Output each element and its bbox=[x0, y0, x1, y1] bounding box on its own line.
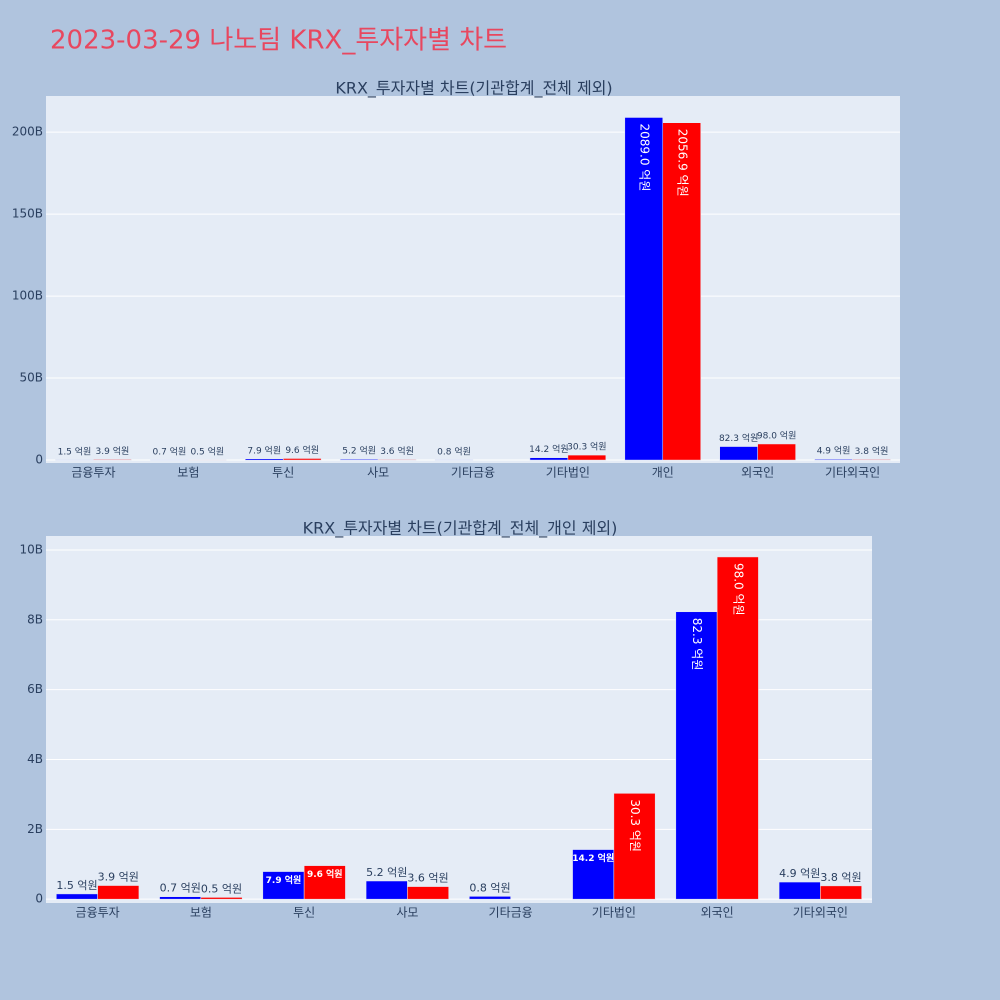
x-tick-label: 사모 bbox=[367, 466, 389, 480]
bar bbox=[778, 881, 821, 900]
value-label: 4.9 억원 bbox=[817, 445, 851, 457]
bar bbox=[377, 459, 417, 461]
x-tick-label: 외국인 bbox=[701, 906, 734, 920]
bar bbox=[303, 865, 346, 900]
bar bbox=[675, 611, 718, 900]
y-tick-label: 0 bbox=[35, 892, 43, 906]
value-label: 3.8 억원 bbox=[855, 445, 889, 457]
value-label: 9.6 억원 bbox=[307, 868, 343, 880]
value-label: 4.9 억원 bbox=[779, 867, 820, 880]
value-label: 0.5 억원 bbox=[190, 445, 224, 457]
value-label: 98.0 억원 bbox=[731, 563, 745, 616]
x-tick-label: 외국인 bbox=[741, 466, 774, 480]
value-label: 30.3 억원 bbox=[567, 441, 606, 453]
value-label: 3.9 억원 bbox=[98, 871, 139, 884]
x-tick-label: 기타법인 bbox=[592, 906, 636, 920]
value-label: 0.7 억원 bbox=[152, 445, 186, 457]
bar bbox=[407, 886, 449, 900]
value-label: 3.8 억원 bbox=[820, 871, 861, 884]
page-title: 2023-03-29 나노팀 KRX_투자자별 차트 bbox=[50, 26, 507, 56]
bar bbox=[97, 885, 140, 900]
value-label: 5.2 억원 bbox=[366, 866, 407, 879]
bar bbox=[814, 458, 853, 461]
bar bbox=[339, 458, 379, 461]
value-label: 98.0 억원 bbox=[757, 429, 796, 441]
value-label: 1.5 억원 bbox=[58, 445, 92, 457]
bar bbox=[820, 885, 862, 900]
bar bbox=[624, 117, 664, 461]
value-label: 0.7 억원 bbox=[160, 882, 201, 895]
value-label: 82.3 억원 bbox=[690, 618, 704, 671]
bar bbox=[719, 446, 758, 461]
value-label: 7.9 억원 bbox=[247, 444, 281, 456]
bar bbox=[529, 457, 569, 461]
y-tick-label: 8B bbox=[27, 612, 43, 626]
chart-title: KRX_투자자별 차트(기관합계_전체 제외) bbox=[335, 79, 612, 99]
x-tick-label: 사모 bbox=[396, 906, 418, 920]
bar bbox=[262, 871, 305, 900]
bar bbox=[365, 880, 408, 900]
bar bbox=[93, 459, 132, 461]
y-tick-label: 6B bbox=[27, 682, 43, 696]
bar bbox=[662, 122, 701, 461]
bar bbox=[56, 893, 98, 900]
value-label: 9.6 억원 bbox=[285, 444, 319, 456]
value-label: 14.2 억원 bbox=[529, 443, 568, 455]
x-tick-label: 보험 bbox=[190, 906, 212, 920]
bar bbox=[852, 459, 891, 461]
x-tick-label: 투신 bbox=[272, 466, 294, 480]
y-tick-label: 150B bbox=[12, 207, 43, 221]
bar bbox=[469, 896, 511, 900]
y-tick-label: 4B bbox=[27, 752, 43, 766]
x-tick-label: 기타법인 bbox=[546, 466, 590, 480]
value-label: 7.9 억원 bbox=[266, 874, 302, 886]
value-label: 0.5 억원 bbox=[201, 882, 242, 895]
chart-title: KRX_투자자별 차트(기관합계_전체_개인 제외) bbox=[303, 519, 618, 539]
value-label: 0.8 억원 bbox=[437, 445, 471, 457]
value-label: 3.6 억원 bbox=[380, 445, 414, 457]
value-label: 2089.0 억원 bbox=[637, 123, 651, 191]
y-tick-label: 0 bbox=[35, 453, 43, 467]
bar bbox=[282, 458, 322, 461]
y-tick-label: 100B bbox=[12, 289, 43, 303]
y-tick-label: 2B bbox=[27, 822, 43, 836]
bar bbox=[567, 454, 607, 461]
x-tick-label: 기타외국인 bbox=[793, 906, 848, 920]
value-label: 30.3 억원 bbox=[628, 799, 642, 852]
x-tick-label: 투신 bbox=[293, 906, 315, 920]
x-tick-label: 기타금융 bbox=[451, 466, 495, 480]
bar bbox=[613, 793, 656, 900]
x-tick-label: 금융투자 bbox=[76, 906, 120, 920]
x-tick-label: 개인 bbox=[652, 466, 674, 480]
bar bbox=[757, 443, 796, 461]
value-label: 5.2 억원 bbox=[342, 445, 376, 457]
plot-area bbox=[46, 96, 900, 463]
value-label: 1.5 억원 bbox=[56, 879, 97, 892]
x-tick-label: 기타외국인 bbox=[825, 466, 880, 480]
bar bbox=[716, 556, 759, 900]
value-label: 82.3 억원 bbox=[719, 432, 758, 444]
value-label: 3.6 억원 bbox=[407, 872, 448, 885]
value-label: 2056.9 억원 bbox=[675, 129, 689, 197]
bar bbox=[245, 458, 284, 461]
y-tick-label: 50B bbox=[19, 371, 43, 385]
value-label: 14.2 억원 bbox=[572, 852, 614, 864]
bar bbox=[159, 896, 202, 900]
y-tick-label: 10B bbox=[19, 542, 43, 556]
y-tick-label: 200B bbox=[12, 125, 43, 139]
x-tick-label: 기타금융 bbox=[489, 906, 533, 920]
x-tick-label: 금융투자 bbox=[71, 466, 115, 480]
bar bbox=[200, 897, 243, 900]
value-label: 0.8 억원 bbox=[469, 881, 510, 894]
value-label: 3.9 억원 bbox=[96, 445, 130, 457]
x-tick-label: 보험 bbox=[177, 466, 199, 480]
